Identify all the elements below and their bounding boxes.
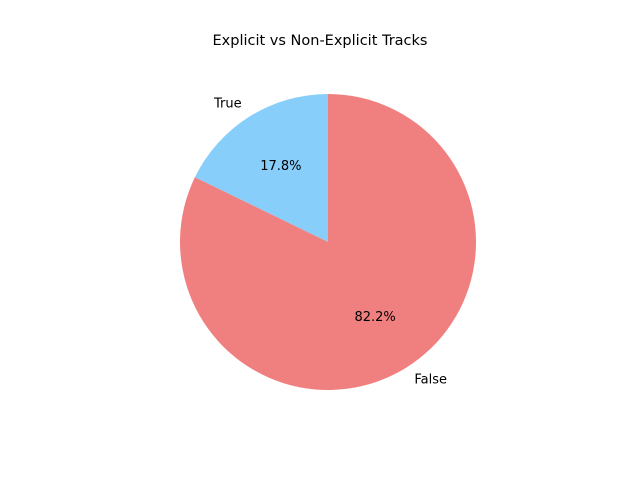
slice-label-false: False xyxy=(414,373,447,388)
slice-pct-label-false: 82.2% xyxy=(354,310,395,325)
slice-label-true: True xyxy=(213,96,242,111)
pie-slice-true xyxy=(194,94,328,242)
pie-slice-false xyxy=(179,94,476,390)
chart-title: Explicit vs Non-Explicit Tracks xyxy=(212,33,428,49)
slice-pct-label-true: 17.8% xyxy=(260,159,301,174)
